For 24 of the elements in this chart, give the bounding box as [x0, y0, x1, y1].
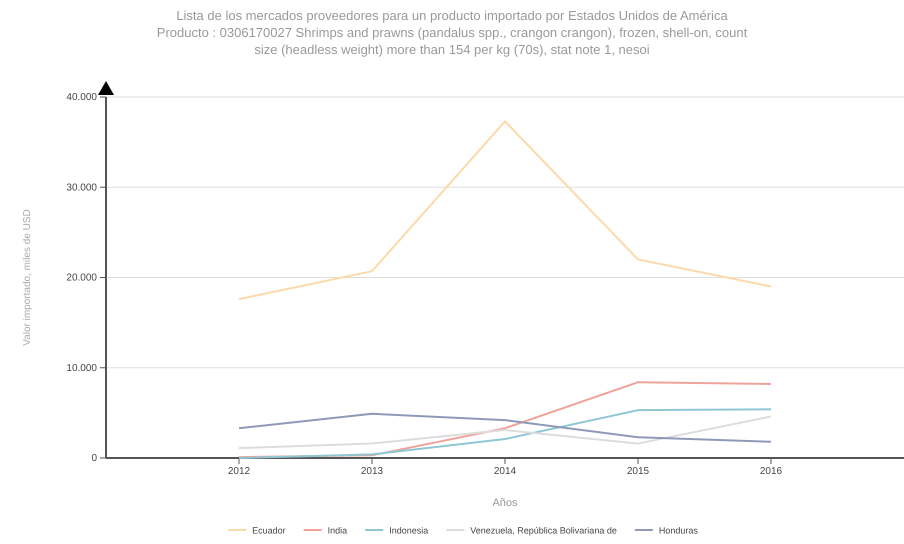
line-series	[238, 408, 772, 459]
legend-label: Indonesia	[389, 526, 428, 536]
line-series	[238, 415, 772, 450]
x-tick-label: 2014	[494, 466, 517, 478]
y-tick-label: 0	[91, 453, 98, 464]
chart-subtitle: Producto : 0306170027 Shrimps and prawns (pandalus spp., crangon crangon), frozen, shell-on, count size (headless weight) more than 154 per kg (70s), stat note 1, nesoi	[156, 25, 748, 57]
x-tick-label: 2012	[228, 466, 251, 478]
y-tick-label: 20.000	[66, 272, 98, 284]
legend-label: Venezuela, República Bolivariana de	[470, 526, 617, 536]
y-tick-label: 30.000	[66, 182, 98, 194]
chart-title: Lista de los mercados proveedores para un producto importado por Estados Unidos de América	[176, 8, 728, 23]
line-series	[238, 412, 772, 443]
y-tick-label: 10.000	[66, 362, 98, 374]
legend-label: Honduras	[658, 526, 698, 536]
x-tick-label: 2016	[760, 466, 783, 478]
line-series	[238, 381, 772, 458]
legend-label: Ecuador	[252, 526, 286, 536]
legend-label: India	[328, 526, 348, 536]
y-axis-title: Valor importado, miles de USD	[22, 209, 33, 346]
x-axis-title: Años	[492, 497, 518, 509]
x-tick-label: 2013	[360, 466, 384, 478]
line-series	[238, 120, 772, 300]
y-tick-label: 40.000	[66, 92, 98, 104]
x-tick-label: 2015	[626, 466, 650, 478]
